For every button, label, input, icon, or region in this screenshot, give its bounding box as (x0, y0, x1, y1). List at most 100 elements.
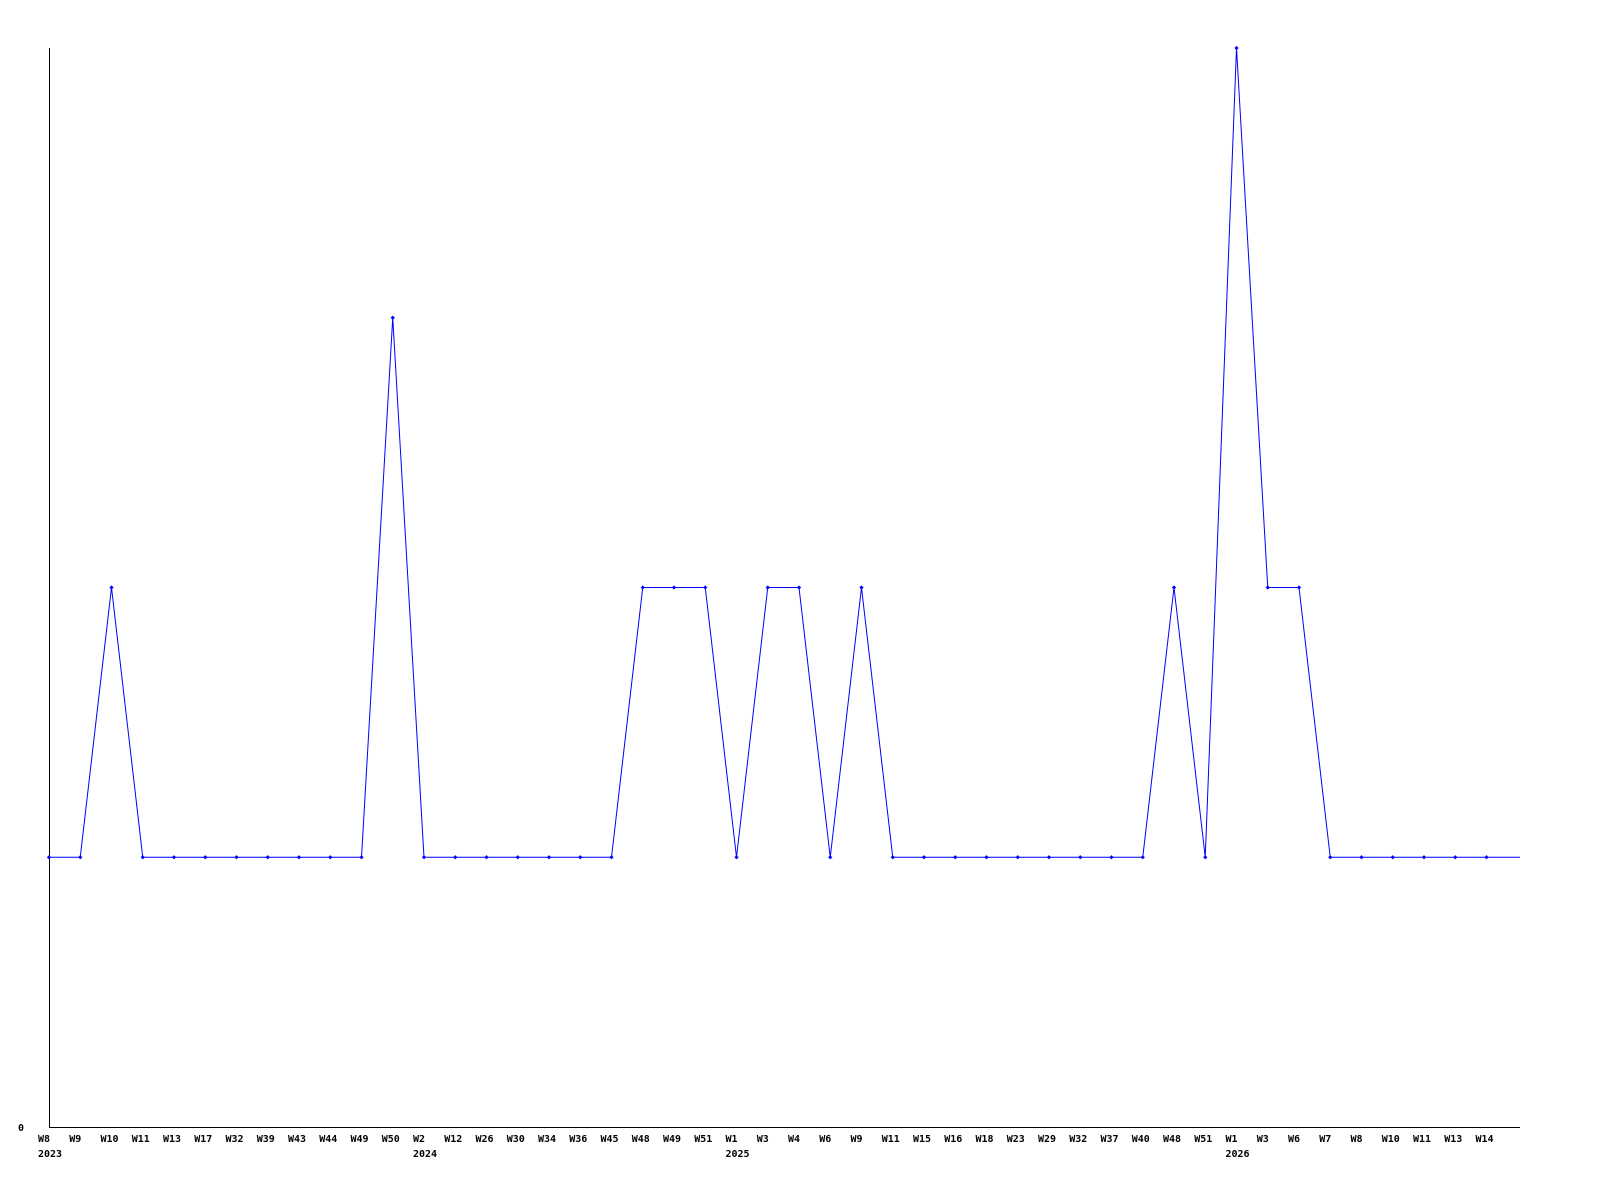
x-tick-label: W10 (1382, 1134, 1400, 1145)
data-point (265, 855, 270, 860)
data-point (703, 585, 708, 590)
data-point (671, 585, 677, 590)
x-year-label: 2023 (38, 1149, 62, 1160)
data-point (515, 855, 520, 860)
data-point (953, 855, 958, 860)
data-point (140, 855, 145, 860)
data-point (921, 855, 927, 860)
x-tick-label: W18 (976, 1134, 994, 1145)
x-tick-label: W45 (601, 1134, 619, 1145)
data-point (859, 585, 864, 590)
x-tick-label: W32 (226, 1134, 244, 1145)
x-tick-label: W4 (788, 1134, 800, 1145)
x-tick-label: W12 (444, 1134, 462, 1145)
x-tick-label: W2 (413, 1134, 425, 1145)
data-point (453, 855, 458, 860)
x-tick-label: W39 (257, 1134, 275, 1145)
data-point (1453, 855, 1458, 860)
data-point (609, 855, 614, 860)
data-point (296, 855, 302, 860)
x-tick-label: W8 (1351, 1134, 1363, 1145)
x-tick-label: W1 (726, 1134, 738, 1145)
data-point (1109, 855, 1114, 860)
x-tick-label: W51 (1194, 1134, 1212, 1145)
data-point (1203, 855, 1208, 860)
data-point (46, 855, 52, 860)
x-tick-label: W10 (101, 1134, 119, 1145)
data-point (1234, 45, 1239, 51)
data-point (234, 855, 239, 860)
x-tick-label: W36 (569, 1134, 587, 1145)
data-point (1078, 855, 1083, 860)
y-tick-label: 0 (18, 1123, 24, 1134)
data-point (890, 855, 895, 860)
x-tick-label: W15 (913, 1134, 931, 1145)
data-point (1328, 855, 1333, 860)
x-tick-label: W11 (132, 1134, 150, 1145)
data-point (1359, 855, 1364, 860)
data-point (796, 585, 802, 590)
x-tick-label: W1 (1226, 1134, 1238, 1145)
data-point (1390, 855, 1395, 860)
data-point (828, 855, 833, 860)
x-tick-label: W49 (663, 1134, 681, 1145)
data-point (1265, 585, 1270, 590)
x-tick-label: W30 (507, 1134, 525, 1145)
x-tick-label: W11 (1413, 1134, 1431, 1145)
data-point (1171, 585, 1177, 590)
x-tick-label: W29 (1038, 1134, 1056, 1145)
data-point (640, 585, 645, 590)
data-point (484, 855, 489, 860)
series-line (49, 47, 1520, 858)
data-point (984, 855, 989, 860)
x-tick-label: W37 (1101, 1134, 1119, 1145)
x-tick-label: W17 (194, 1134, 212, 1145)
x-tick-label: W9 (851, 1134, 863, 1145)
data-point (421, 855, 427, 860)
x-tick-label: W49 (351, 1134, 369, 1145)
x-tick-label: W44 (319, 1134, 337, 1145)
x-tick-label: W6 (819, 1134, 831, 1145)
data-point (359, 855, 364, 860)
data-point (328, 855, 333, 860)
x-tick-label: W40 (1132, 1134, 1150, 1145)
x-tick-label: W50 (382, 1134, 400, 1145)
x-tick-label: W26 (476, 1134, 494, 1145)
data-point (734, 855, 739, 860)
data-point (390, 315, 395, 320)
data-point (1046, 855, 1052, 860)
data-point (78, 855, 83, 860)
data-point (109, 585, 114, 590)
data-point (765, 585, 770, 590)
x-year-label: 2026 (1226, 1149, 1250, 1160)
x-tick-label: W3 (1257, 1134, 1269, 1145)
x-tick-label: W11 (882, 1134, 900, 1145)
x-tick-label: W16 (944, 1134, 962, 1145)
data-point (1015, 855, 1020, 860)
data-point (171, 855, 177, 860)
data-point (578, 855, 583, 860)
x-tick-label: W6 (1288, 1134, 1300, 1145)
x-tick-label: W48 (1163, 1134, 1181, 1145)
data-point (1421, 855, 1427, 860)
x-tick-label: W14 (1476, 1134, 1494, 1145)
x-tick-label: W51 (694, 1134, 712, 1145)
x-tick-label: W9 (69, 1134, 81, 1145)
x-tick-label: W13 (163, 1134, 181, 1145)
x-tick-label: W13 (1444, 1134, 1462, 1145)
data-point (203, 855, 208, 860)
x-tick-label: W23 (1007, 1134, 1025, 1145)
data-point (1296, 585, 1302, 590)
x-tick-label: W8 (38, 1134, 50, 1145)
x-tick-label: W32 (1069, 1134, 1087, 1145)
x-tick-label: W43 (288, 1134, 306, 1145)
data-point (1140, 855, 1145, 860)
x-year-label: 2025 (726, 1149, 750, 1160)
x-year-label: 2024 (413, 1149, 437, 1160)
x-tick-label: W3 (757, 1134, 769, 1145)
x-tick-label: W48 (632, 1134, 650, 1145)
x-tick-label: W34 (538, 1134, 556, 1145)
data-point (546, 855, 552, 860)
x-tick-label: W7 (1319, 1134, 1331, 1145)
